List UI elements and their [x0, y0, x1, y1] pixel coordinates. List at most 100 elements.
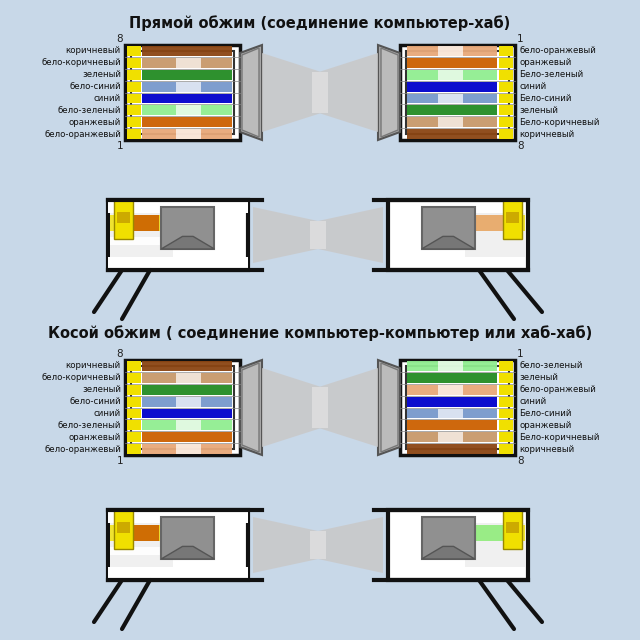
Bar [142, 93, 232, 104]
Bar [407, 58, 497, 68]
Bar [125, 360, 240, 455]
Text: коричневый: коричневый [519, 445, 574, 454]
Bar [176, 106, 202, 115]
Bar [438, 408, 463, 419]
Polygon shape [240, 360, 262, 455]
Polygon shape [312, 72, 328, 113]
Bar [422, 207, 475, 249]
Bar [131, 51, 234, 134]
Bar [407, 444, 497, 454]
Text: зеленый: зеленый [82, 70, 121, 79]
Bar [438, 117, 463, 127]
Bar [499, 397, 513, 406]
Bar [388, 200, 528, 270]
Bar [117, 215, 159, 230]
Bar [499, 373, 513, 383]
Text: бело-синий: бело-синий [69, 82, 121, 91]
Bar [438, 432, 463, 442]
Bar [127, 93, 141, 104]
Bar [407, 129, 497, 139]
Text: бело-коричневый: бело-коричневый [41, 58, 121, 67]
Bar [407, 373, 497, 383]
Text: бело-зеленый: бело-зеленый [519, 362, 582, 371]
Polygon shape [253, 207, 318, 263]
Bar [176, 420, 202, 430]
Bar [108, 200, 248, 270]
Bar [127, 361, 141, 371]
Polygon shape [262, 53, 320, 132]
Bar [110, 523, 173, 568]
Polygon shape [378, 45, 400, 140]
Bar [499, 46, 513, 56]
Bar [499, 408, 513, 419]
Bar [142, 106, 232, 115]
Bar [142, 432, 232, 442]
Text: Бело-коричневый: Бело-коричневый [519, 118, 600, 127]
Bar [407, 93, 497, 104]
Bar [142, 58, 232, 68]
Bar [142, 408, 232, 419]
Text: 8: 8 [116, 349, 123, 359]
Bar [161, 517, 214, 559]
Bar [499, 385, 513, 395]
Text: бело-оранжевый: бело-оранжевый [44, 445, 121, 454]
Bar [127, 397, 141, 406]
Bar [108, 200, 248, 212]
Bar [110, 237, 169, 245]
Text: 1: 1 [116, 456, 123, 466]
Text: оранжевый: оранжевый [68, 433, 121, 442]
Bar [142, 361, 232, 371]
Bar [110, 215, 169, 230]
Bar [127, 408, 141, 419]
Bar [131, 366, 234, 449]
Bar [127, 129, 141, 139]
Bar [127, 70, 141, 79]
Bar [499, 361, 513, 371]
Polygon shape [242, 48, 259, 137]
Text: Бело-синий: Бело-синий [519, 94, 572, 103]
Text: бело-синий: бело-синий [69, 397, 121, 406]
Bar [142, 385, 232, 395]
Text: коричневый: коричневый [519, 129, 574, 139]
Bar [499, 117, 513, 127]
Bar [503, 200, 522, 239]
Bar [438, 385, 463, 395]
Text: синий: синий [93, 409, 121, 418]
Bar [465, 523, 525, 568]
Polygon shape [161, 547, 214, 559]
Bar [110, 525, 169, 541]
Text: 1: 1 [517, 34, 524, 44]
Bar [506, 212, 520, 223]
Bar [127, 46, 141, 56]
Bar [127, 373, 141, 383]
Text: синий: синий [519, 397, 547, 406]
Bar [407, 46, 497, 56]
Text: оранжевый: оранжевый [68, 118, 121, 127]
Polygon shape [318, 517, 383, 573]
Bar [142, 444, 232, 454]
Text: коричневый: коричневый [66, 362, 121, 371]
Bar [161, 207, 214, 249]
Text: Бело-синий: Бело-синий [519, 409, 572, 418]
Bar [127, 117, 141, 127]
Text: 8: 8 [517, 456, 524, 466]
Bar [499, 444, 513, 454]
Polygon shape [422, 547, 475, 559]
Bar [108, 510, 248, 580]
Text: Прямой обжим (соединение компьютер-хаб): Прямой обжим (соединение компьютер-хаб) [129, 15, 511, 31]
Text: оранжевый: оранжевый [519, 421, 572, 430]
Bar [438, 361, 463, 371]
Polygon shape [242, 363, 259, 452]
Text: оранжевый: оранжевый [519, 58, 572, 67]
Bar [127, 432, 141, 442]
Bar [407, 408, 497, 419]
Polygon shape [310, 531, 326, 559]
Text: бело-зеленый: бело-зеленый [58, 106, 121, 115]
Bar [438, 93, 463, 104]
Polygon shape [320, 53, 378, 132]
Bar [400, 360, 515, 455]
Bar [127, 82, 141, 92]
Bar [176, 373, 202, 383]
Text: синий: синий [519, 82, 547, 91]
Bar [407, 117, 497, 127]
